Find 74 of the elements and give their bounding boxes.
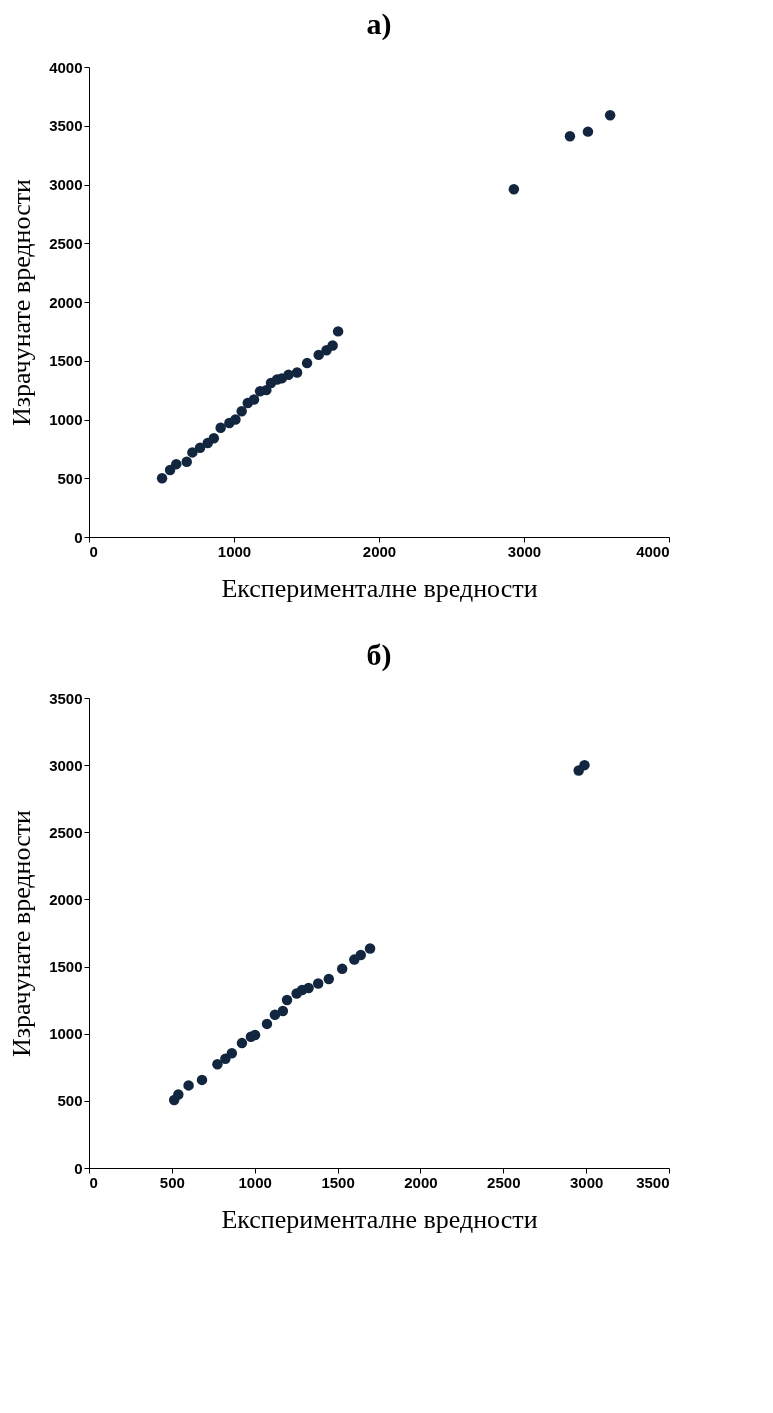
point — [283, 369, 294, 381]
x-tick-label: 3500 — [636, 1173, 670, 1191]
x-tick-label: 500 — [159, 1173, 185, 1191]
point — [164, 464, 176, 476]
x-axis-title: Експерименталне вредности — [221, 573, 538, 603]
y-tick-label: 1500 — [49, 352, 83, 370]
y-tick-label: 1000 — [49, 411, 83, 428]
point — [303, 982, 314, 994]
y-tick-label: 0 — [74, 528, 83, 546]
point — [312, 978, 324, 989]
point — [301, 357, 313, 369]
x-tick-label: 1000 — [238, 1173, 272, 1191]
point — [173, 1089, 184, 1100]
y-tick-label: 2500 — [49, 234, 83, 252]
point — [194, 442, 206, 453]
point — [582, 126, 594, 137]
point — [236, 406, 247, 417]
y-tick-label: 3500 — [49, 117, 83, 135]
point — [336, 963, 348, 975]
point — [579, 759, 590, 771]
x-tick-label: 3000 — [507, 542, 542, 560]
point — [261, 1018, 273, 1030]
y-tick-label: 1000 — [49, 1025, 83, 1043]
x-tick-label: 0 — [89, 1173, 98, 1191]
y-tick-label: 2500 — [49, 823, 83, 841]
y-tick-label: 3000 — [49, 756, 83, 774]
x-tick-label: 0 — [89, 542, 98, 560]
point — [183, 1080, 194, 1091]
point — [196, 1074, 208, 1086]
y-axis-title: Израчунате вредности — [7, 809, 37, 1057]
y-tick-label: 4000 — [49, 58, 83, 76]
x-tick-label: 1500 — [321, 1173, 355, 1191]
point — [212, 1059, 223, 1070]
y-tick-label: 1500 — [49, 958, 83, 976]
point — [323, 973, 335, 985]
chart-title: б) — [366, 638, 392, 672]
x-tick-label: 2000 — [404, 1173, 438, 1191]
x-tick-label: 3000 — [569, 1173, 604, 1191]
point — [208, 433, 220, 444]
point — [236, 1037, 248, 1049]
point — [327, 340, 338, 351]
point — [277, 1005, 289, 1017]
point — [281, 994, 293, 1006]
point — [564, 131, 576, 142]
x-tick-label: 2000 — [362, 542, 397, 560]
point — [215, 422, 226, 433]
y-tick-label: 500 — [57, 1092, 83, 1110]
x-tick-label: 1000 — [217, 542, 252, 560]
point — [332, 326, 344, 337]
x-tick-label: 2500 — [487, 1173, 521, 1191]
y-tick-label: 2000 — [49, 890, 83, 908]
point — [604, 109, 616, 121]
point — [230, 414, 241, 425]
x-axis-title: Експерименталне вредности — [221, 1204, 538, 1234]
y-tick-label: 2000 — [49, 293, 83, 311]
point — [508, 183, 520, 195]
point — [364, 943, 376, 954]
point — [171, 458, 182, 470]
y-tick-label: 0 — [74, 1159, 83, 1177]
point — [269, 1009, 281, 1021]
chart-title: а) — [366, 7, 392, 41]
point — [187, 447, 198, 458]
point — [181, 456, 192, 468]
y-axis-title: Израчунате вредности — [7, 178, 37, 426]
point — [248, 394, 260, 405]
y-tick-label: 500 — [57, 469, 83, 487]
point — [313, 349, 324, 361]
point — [226, 1048, 238, 1059]
point — [355, 949, 367, 961]
y-tick-label: 3000 — [49, 176, 83, 193]
point — [291, 367, 303, 378]
y-tick-label: 3500 — [49, 689, 83, 707]
x-tick-label: 4000 — [636, 542, 670, 560]
point — [156, 473, 168, 484]
